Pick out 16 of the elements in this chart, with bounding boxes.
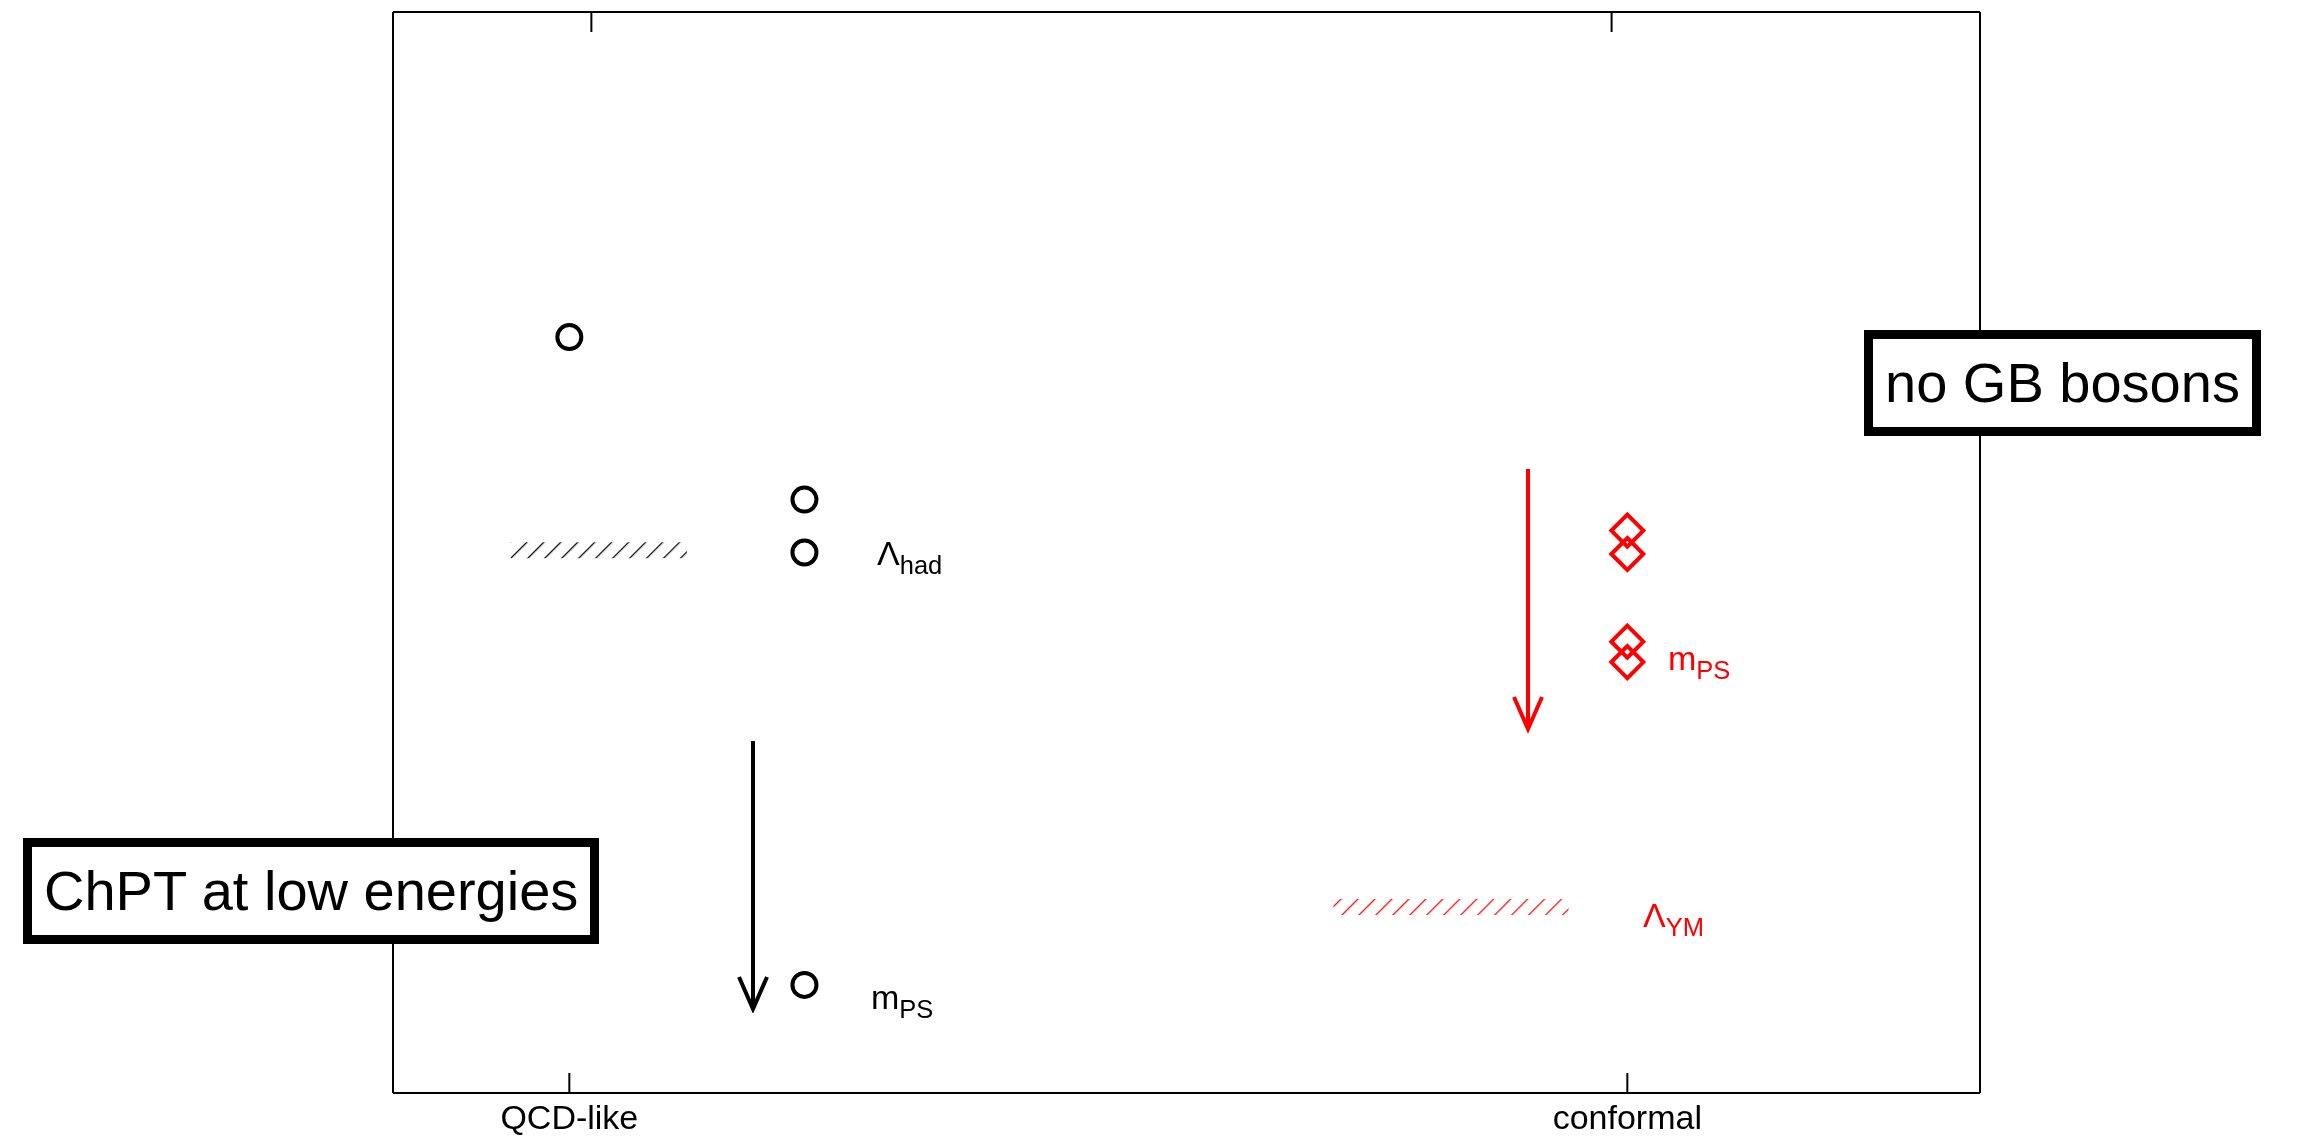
point — [1609, 536, 1646, 573]
point — [1609, 644, 1646, 681]
annotation: Λ$_{had}$ — [877, 534, 943, 580]
x-tick-label: conformal — [1552, 1098, 1702, 1136]
point — [1609, 623, 1646, 660]
annotation: m$_{PS}$ — [871, 978, 934, 1024]
annotation: ChPT at low energies — [23, 838, 600, 944]
annotation: no GB bosons — [1864, 330, 2261, 436]
point — [790, 538, 819, 567]
point — [790, 970, 819, 999]
x-tick-label: QCD-like — [500, 1098, 639, 1136]
annotation: Λ$_{YM}$ — [1643, 896, 1704, 942]
point — [1609, 512, 1646, 549]
point — [790, 485, 819, 514]
annotation: m$_{PS}$ — [1668, 639, 1731, 685]
point — [555, 323, 584, 352]
